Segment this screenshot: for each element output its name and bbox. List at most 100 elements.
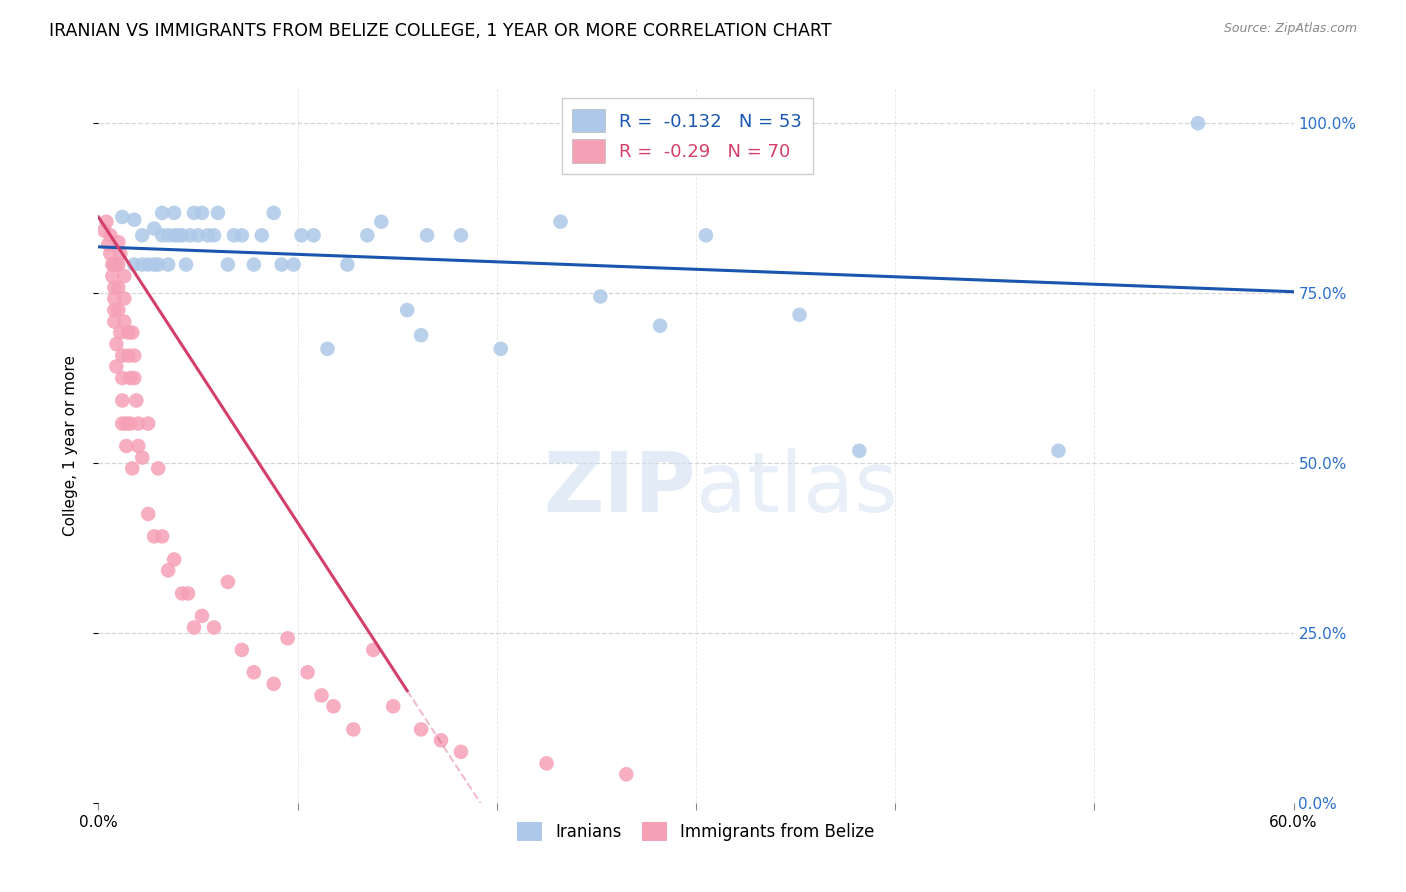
Point: [120, 417, 142, 431]
Point: [789, 308, 811, 322]
Point: [136, 507, 159, 521]
Point: [124, 371, 146, 385]
Point: [112, 315, 135, 329]
Point: [157, 228, 180, 243]
Point: [98, 246, 122, 260]
Point: [131, 258, 153, 272]
Point: [243, 665, 266, 680]
Point: [103, 258, 125, 272]
Point: [111, 371, 134, 385]
Point: [322, 699, 344, 714]
Point: [103, 280, 125, 294]
Point: [115, 439, 138, 453]
Point: [202, 620, 225, 634]
Point: [297, 665, 319, 680]
Text: IRANIAN VS IMMIGRANTS FROM BELIZE COLLEGE, 1 YEAR OR MORE CORRELATION CHART: IRANIAN VS IMMIGRANTS FROM BELIZE COLLEG…: [49, 22, 832, 40]
Y-axis label: College, 1 year or more: College, 1 year or more: [63, 356, 77, 536]
Point: [197, 228, 219, 243]
Point: [107, 235, 129, 249]
Point: [848, 443, 870, 458]
Point: [157, 258, 180, 272]
Point: [112, 292, 135, 306]
Point: [107, 258, 129, 272]
Point: [172, 228, 194, 243]
Point: [96, 215, 118, 229]
Text: Source: ZipAtlas.com: Source: ZipAtlas.com: [1223, 22, 1357, 36]
Point: [1187, 116, 1209, 130]
Point: [117, 349, 139, 363]
Point: [105, 258, 128, 272]
Point: [110, 246, 132, 260]
Point: [136, 258, 159, 272]
Point: [98, 228, 122, 243]
Point: [450, 745, 472, 759]
Point: [183, 620, 205, 634]
Point: [143, 221, 166, 235]
Point: [131, 450, 153, 465]
Point: [291, 228, 314, 243]
Point: [302, 228, 325, 243]
Point: [124, 349, 146, 363]
Point: [283, 258, 305, 272]
Point: [163, 206, 186, 220]
Point: [311, 689, 333, 703]
Point: [536, 756, 558, 771]
Point: [1047, 443, 1070, 458]
Point: [105, 337, 128, 351]
Point: [111, 210, 134, 224]
Point: [115, 417, 138, 431]
Point: [356, 228, 378, 243]
Point: [411, 723, 433, 737]
Point: [150, 529, 173, 543]
Point: [191, 206, 214, 220]
Point: [136, 417, 159, 431]
Point: [148, 258, 170, 272]
Point: [163, 552, 186, 566]
Point: [450, 228, 472, 243]
Point: [382, 699, 405, 714]
Point: [396, 303, 419, 318]
Point: [231, 228, 253, 243]
Point: [103, 315, 125, 329]
Point: [120, 371, 142, 385]
Point: [695, 228, 717, 243]
Point: [101, 258, 124, 272]
Point: [177, 586, 200, 600]
Point: [111, 417, 134, 431]
Point: [143, 258, 166, 272]
Point: [125, 393, 148, 408]
Point: [110, 326, 132, 340]
Point: [183, 206, 205, 220]
Point: [112, 269, 135, 284]
Point: [150, 206, 173, 220]
Text: ZIP: ZIP: [544, 449, 696, 529]
Point: [589, 289, 612, 303]
Point: [107, 303, 129, 318]
Point: [270, 258, 292, 272]
Point: [172, 586, 194, 600]
Point: [430, 733, 453, 747]
Point: [117, 326, 139, 340]
Point: [93, 223, 115, 237]
Point: [163, 228, 186, 243]
Point: [550, 215, 572, 229]
Point: [614, 767, 637, 781]
Point: [131, 228, 153, 243]
Point: [207, 206, 229, 220]
Point: [103, 258, 125, 272]
Point: [111, 349, 134, 363]
Point: [263, 677, 285, 691]
Point: [263, 206, 285, 220]
Point: [150, 228, 173, 243]
Point: [174, 258, 197, 272]
Point: [111, 393, 134, 408]
Point: [121, 461, 143, 475]
Point: [489, 342, 512, 356]
Legend: Iranians, Immigrants from Belize: Iranians, Immigrants from Belize: [510, 815, 882, 848]
Point: [167, 228, 190, 243]
Point: [124, 258, 146, 272]
Point: [243, 258, 266, 272]
Point: [191, 608, 214, 623]
Point: [416, 228, 439, 243]
Point: [101, 269, 124, 284]
